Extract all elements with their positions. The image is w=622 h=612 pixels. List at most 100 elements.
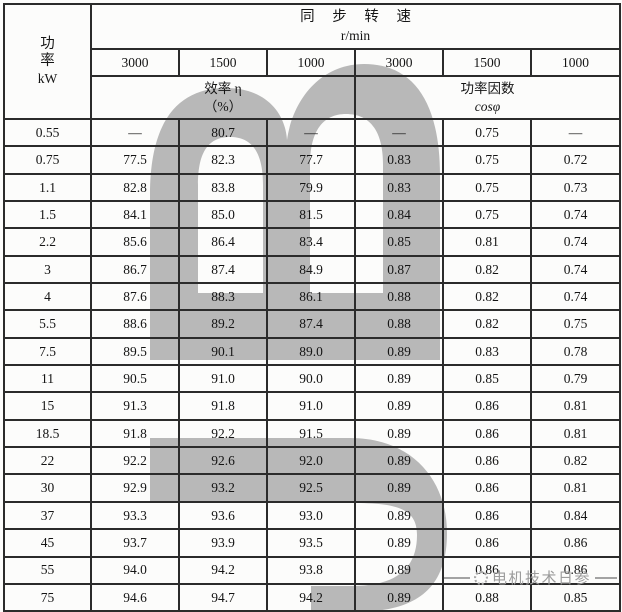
efficiency-unit: （%） xyxy=(203,98,243,114)
power-cell: 11 xyxy=(3,364,92,394)
table-row: 0.75 77.5 82.3 77.7 0.83 0.75 0.72 xyxy=(3,145,622,175)
power-label: 功 率 xyxy=(40,36,73,69)
value-cell: 85.0 xyxy=(178,200,268,230)
efficiency-label: 效率 η xyxy=(204,80,242,96)
value-cell: 93.2 xyxy=(178,473,268,503)
power-cell: 0.55 xyxy=(3,117,92,148)
power-cell: 37 xyxy=(3,500,92,531)
value-cell: 93.3 xyxy=(90,500,180,531)
power-cell: 2.2 xyxy=(3,227,92,257)
value-cell: 91.0 xyxy=(266,391,356,421)
table-row: 1.5 84.1 85.0 81.5 0.84 0.75 0.74 xyxy=(3,200,622,230)
power-cell: 30 xyxy=(3,473,92,503)
value-cell: 0.86 xyxy=(529,528,622,558)
value-cell: 0.81 xyxy=(442,227,532,257)
value-cell: 94.7 xyxy=(178,582,268,612)
table-row: 18.5 91.8 92.2 91.5 0.89 0.86 0.81 xyxy=(3,418,622,449)
value-cell: 0.74 xyxy=(529,227,622,257)
value-cell: 92.5 xyxy=(266,473,356,503)
value-cell: 0.83 xyxy=(354,145,444,175)
table-row: 45 93.7 93.9 93.5 0.89 0.86 0.86 xyxy=(3,528,622,558)
value-cell: 0.73 xyxy=(529,172,622,203)
power-factor-unit: cosφ xyxy=(474,98,501,114)
value-cell: 81.5 xyxy=(266,200,356,230)
value-cell: 77.7 xyxy=(266,145,356,175)
value-cell: 88.3 xyxy=(178,282,268,312)
value-cell: 0.85 xyxy=(354,227,444,257)
value-cell: 0.86 xyxy=(442,473,532,503)
value-cell: 87.6 xyxy=(90,282,180,312)
speed-group-header: 同 步 转 速 r/min xyxy=(89,3,622,50)
power-cell: 1.1 xyxy=(3,172,92,203)
value-cell: 0.89 xyxy=(354,500,444,531)
value-cell: 94.2 xyxy=(178,555,268,585)
value-cell: 0.81 xyxy=(529,473,622,503)
value-cell: 90.1 xyxy=(178,336,268,367)
value-cell: 0.86 xyxy=(442,391,532,421)
value-cell: 89.5 xyxy=(90,336,180,367)
value-cell: 0.89 xyxy=(354,528,444,558)
value-cell: 0.74 xyxy=(529,200,622,230)
value-cell: 87.4 xyxy=(178,254,268,285)
efficiency-group-header: 效率 η （%） xyxy=(90,75,356,120)
value-cell: 85.6 xyxy=(90,227,180,257)
value-cell: 0.88 xyxy=(442,582,532,612)
value-cell: 0.89 xyxy=(354,446,444,476)
power-cell: 7.5 xyxy=(3,336,92,367)
value-cell: 94.0 xyxy=(90,555,180,585)
watermark-brand: 电机技术日参 xyxy=(444,567,618,588)
value-cell: 91.5 xyxy=(266,418,356,449)
value-cell: 0.86 xyxy=(529,555,622,585)
value-cell: 91.8 xyxy=(178,391,268,421)
power-cell: 0.75 xyxy=(3,145,92,175)
power-cell: 1.5 xyxy=(3,200,92,230)
table-row: 0.55—80.7— —0.75— xyxy=(3,117,622,148)
table-row: 11 90.5 91.0 90.0 0.89 0.85 0.79 xyxy=(3,364,622,394)
power-cell: 22 xyxy=(3,446,92,476)
value-cell: 93.5 xyxy=(266,528,356,558)
power-cell: 55 xyxy=(3,555,92,585)
value-cell: 93.8 xyxy=(266,555,356,585)
value-cell: 0.74 xyxy=(529,254,622,285)
value-cell: 91.3 xyxy=(90,391,180,421)
power-cell: 3 xyxy=(3,254,92,285)
value-cell: 91.0 xyxy=(178,364,268,394)
value-cell: 0.86 xyxy=(442,528,532,558)
value-cell: 0.85 xyxy=(529,582,622,612)
value-cell: 0.84 xyxy=(354,200,444,230)
value-cell: — xyxy=(90,117,180,148)
speed-col-header: 1500 xyxy=(178,48,268,77)
motor-spec-table: 功 率 kW 同 步 转 速 r/min 3000 1500 1000 3000… xyxy=(3,3,622,612)
value-cell: 0.82 xyxy=(442,309,532,339)
value-cell: 86.4 xyxy=(178,227,268,257)
table-row: 2.2 85.6 86.4 83.4 0.85 0.81 0.74 xyxy=(3,227,622,257)
value-cell: 0.72 xyxy=(529,145,622,175)
value-cell: 0.78 xyxy=(529,336,622,367)
value-cell: 0.75 xyxy=(442,172,532,203)
speed-col-header: 1500 xyxy=(442,48,532,77)
value-cell: 0.75 xyxy=(442,200,532,230)
value-cell: 0.85 xyxy=(442,364,532,394)
value-cell: 83.4 xyxy=(266,227,356,257)
value-cell: 0.89 xyxy=(354,582,444,612)
value-cell: 0.81 xyxy=(529,391,622,421)
power-cell: 5.5 xyxy=(3,309,92,339)
value-cell: 0.83 xyxy=(442,336,532,367)
value-cell: 0.88 xyxy=(354,309,444,339)
table-row: 75 94.6 94.7 94.2 0.89 0.88 0.85 xyxy=(3,582,622,612)
value-cell: 90.5 xyxy=(90,364,180,394)
value-cell: 0.82 xyxy=(442,254,532,285)
value-cell: 79.9 xyxy=(266,172,356,203)
value-cell: 90.0 xyxy=(266,364,356,394)
value-cell: 80.7 xyxy=(178,117,268,148)
value-cell: 92.0 xyxy=(266,446,356,476)
value-cell: 86.1 xyxy=(266,282,356,312)
value-cell: 0.86 xyxy=(442,418,532,449)
table-row: 4 87.6 88.3 86.1 0.88 0.82 0.74 xyxy=(3,282,622,312)
value-cell: 87.4 xyxy=(266,309,356,339)
speed-col-header: 1000 xyxy=(266,48,356,77)
value-cell: 0.81 xyxy=(529,418,622,449)
value-cell: 0.86 xyxy=(442,500,532,531)
brand-dash xyxy=(444,576,470,579)
table-row: 5.5 88.6 89.2 87.4 0.88 0.82 0.75 xyxy=(3,309,622,339)
